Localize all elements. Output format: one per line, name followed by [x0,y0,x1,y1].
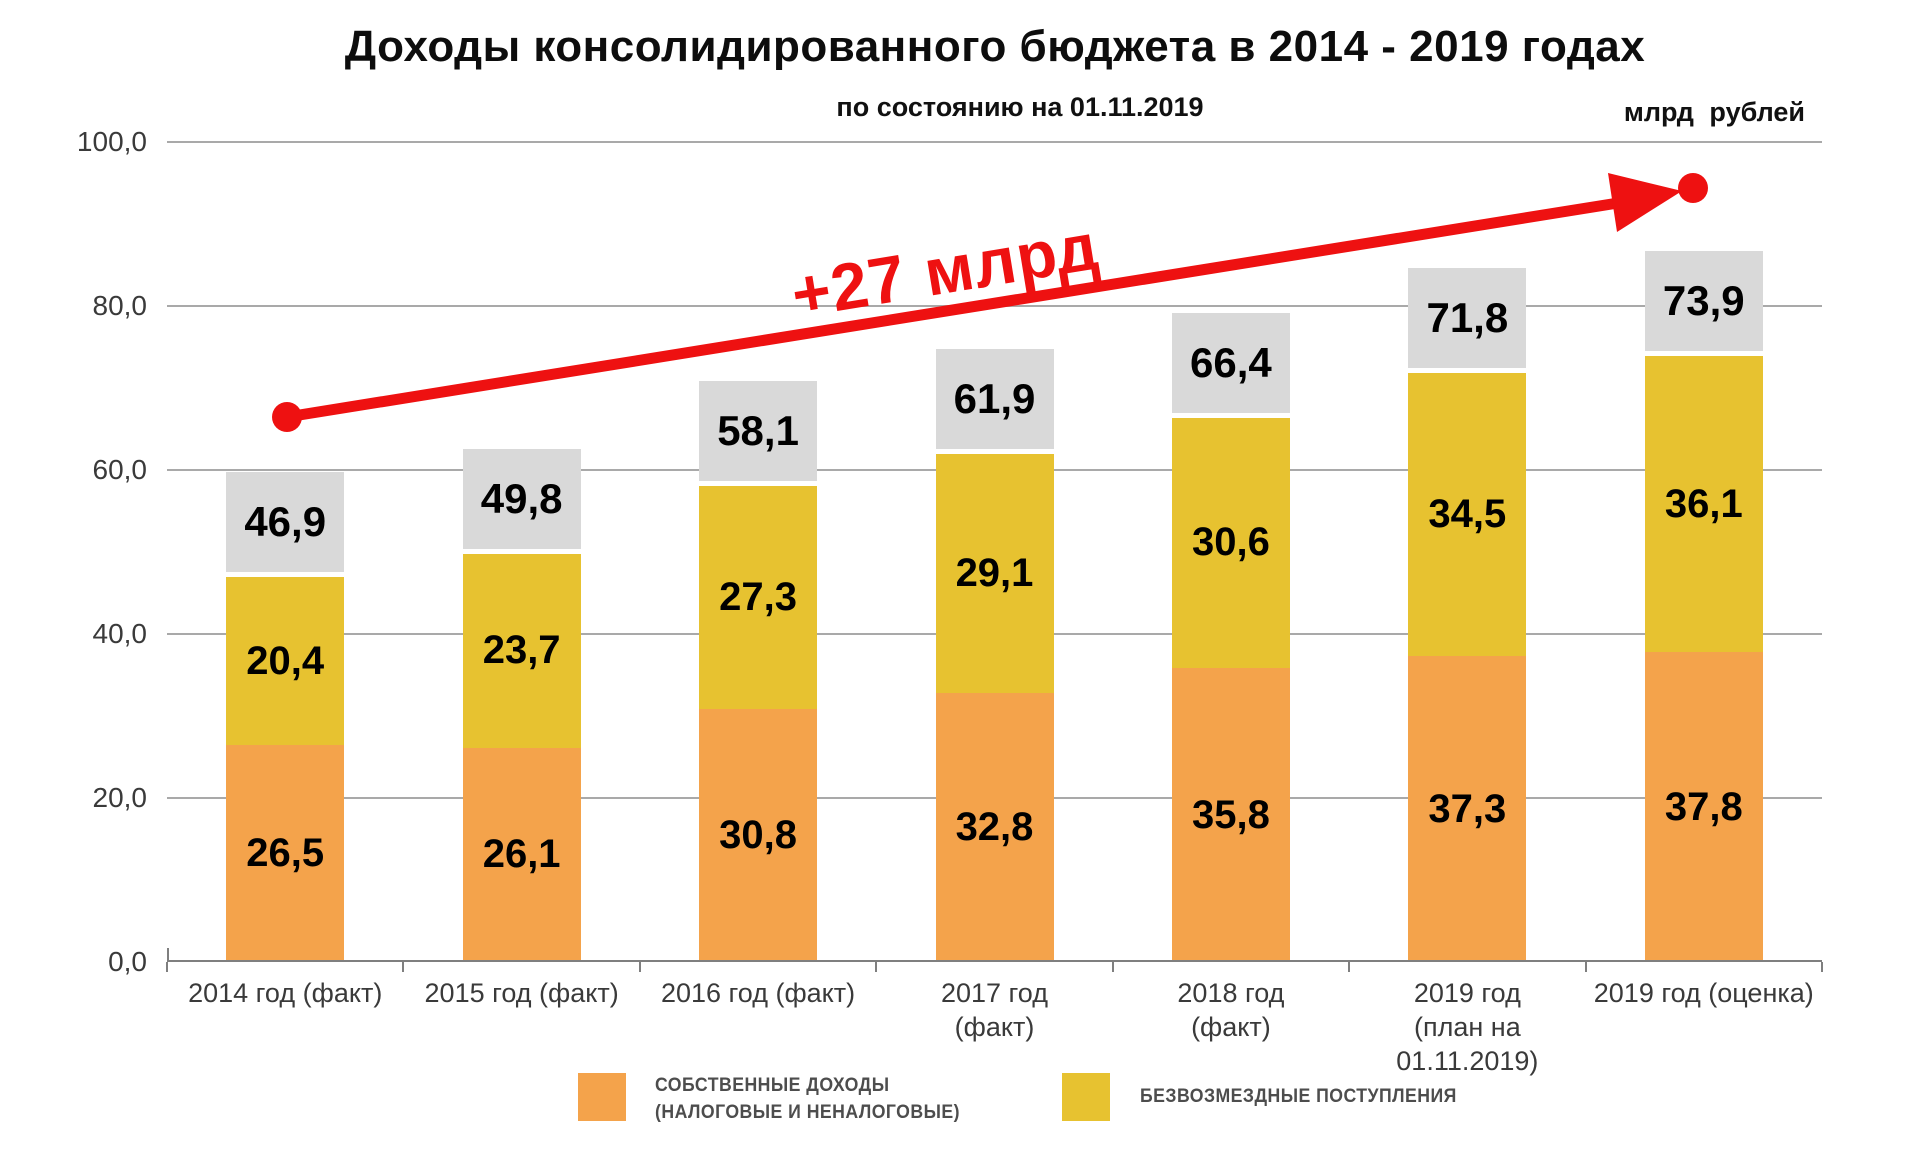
x-axis-label: 2015 год (факт) [424,978,619,1008]
gridline [167,305,1822,307]
legend-label-own-line2: (НАЛОГОВЫЕ И НЕНАЛОГОВЫЕ) [655,1102,960,1123]
y-axis-label: 80,0 [92,290,148,321]
axis-tick [1111,962,1114,972]
x-axis-label: 2017 год (факт) [940,978,1048,1042]
legend-label-grants-line1: БЕЗВОЗМЕЗДНЫЕ ПОСТУПЛЕНИЯ [1140,1086,1457,1107]
bar-segment-grants: 30,6 [1171,417,1290,669]
x-axis-label: 2016 год (факт) [660,978,856,1008]
x-axis-label: 2014 год (факт) [188,978,383,1008]
y-axis-label: 40,0 [92,618,148,649]
bar-segment-own-revenues: 35,8 [1171,668,1290,962]
axis-units-label: млрд рублей [1623,97,1805,127]
bar-total-box: 49,8 [462,448,581,549]
axis-tick [875,962,878,972]
bar-segment-grants: 23,7 [462,553,581,748]
bar-segment-grants: 34,5 [1408,373,1527,657]
y-axis-stub [167,948,169,960]
axis-tick [1821,962,1823,972]
chart-subtitle: по состоянию на 01.11.2019 [836,92,1204,122]
bar-segment-own-revenues: 32,8 [935,693,1054,962]
x-axis-line [167,960,1822,962]
bar-segment-own-revenues: 37,3 [1408,656,1527,962]
legend-label-own-line1: СОБСТВЕННЫЕ ДОХОДЫ [655,1075,890,1096]
axis-tick [1584,962,1587,972]
bar-segment-own-revenues: 26,5 [226,744,345,962]
x-axis-label: 2019 год (оценка) [1593,978,1814,1008]
y-axis-label: 100,0 [76,126,147,157]
legend-swatch-grants [1062,1073,1110,1121]
y-axis-label: 60,0 [92,454,148,485]
axis-tick [638,962,641,972]
bar-total-box: 61,9 [935,349,1054,450]
bar-segment-grants: 20,4 [226,577,345,745]
y-axis-label: 0,0 [108,946,147,977]
bar-total-box: 58,1 [699,380,818,481]
bar-segment-grants: 29,1 [935,454,1054,694]
bar-segment-own-revenues: 26,1 [462,747,581,962]
bar-total-box: 73,9 [1644,251,1763,352]
legend-label-own-revenues: СОБСТВЕННЫЕ ДОХОДЫ (НАЛОГОВЫЕ И НЕНАЛОГО… [655,1072,960,1126]
gridline [167,141,1822,144]
y-axis-label: 20,0 [92,782,148,813]
x-axis-label: 2018 год (факт) [1177,978,1285,1042]
bar-total-box: 71,8 [1408,268,1527,369]
bar-total-box: 66,4 [1171,312,1290,413]
bar-segment-own-revenues: 37,8 [1644,652,1763,962]
axis-tick [1348,962,1351,972]
chart-title: Доходы консолидированного бюджета в 2014… [344,22,1646,71]
legend-swatch-own-revenues [578,1073,626,1121]
bar-segment-grants: 27,3 [699,485,818,710]
legend-label-grants: БЕЗВОЗМЕЗДНЫЕ ПОСТУПЛЕНИЯ [1140,1083,1457,1110]
bar-segment-grants: 36,1 [1644,356,1763,653]
bar-segment-own-revenues: 30,8 [699,709,818,962]
bar-total-box: 46,9 [226,472,345,573]
x-axis-label: 2019 год (план на 01.11.2019) [1396,978,1539,1076]
axis-tick [166,962,168,972]
axis-tick [402,962,405,972]
